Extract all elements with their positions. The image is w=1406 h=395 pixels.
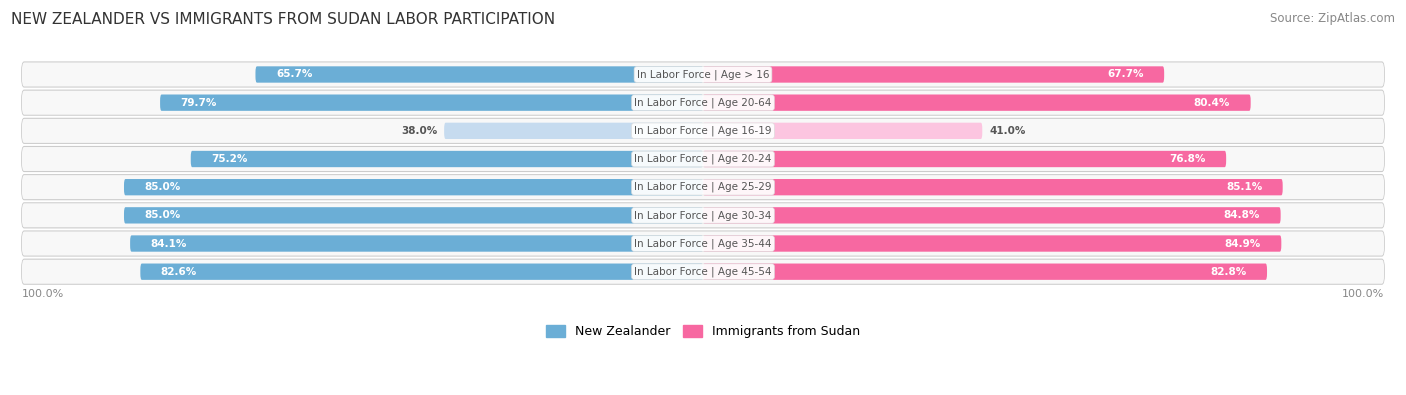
Text: 100.0%: 100.0% xyxy=(22,289,65,299)
FancyBboxPatch shape xyxy=(703,123,983,139)
Text: 85.0%: 85.0% xyxy=(145,182,181,192)
FancyBboxPatch shape xyxy=(703,235,1281,252)
FancyBboxPatch shape xyxy=(22,90,1384,115)
FancyBboxPatch shape xyxy=(22,62,1384,87)
FancyBboxPatch shape xyxy=(703,94,1251,111)
Text: 82.8%: 82.8% xyxy=(1211,267,1247,276)
FancyBboxPatch shape xyxy=(22,91,1384,115)
FancyBboxPatch shape xyxy=(22,119,1384,143)
FancyBboxPatch shape xyxy=(703,66,1164,83)
Text: 85.0%: 85.0% xyxy=(145,211,181,220)
Text: In Labor Force | Age 35-44: In Labor Force | Age 35-44 xyxy=(634,238,772,249)
FancyBboxPatch shape xyxy=(703,179,1282,196)
FancyBboxPatch shape xyxy=(124,179,703,196)
Text: 41.0%: 41.0% xyxy=(988,126,1025,136)
FancyBboxPatch shape xyxy=(160,94,703,111)
FancyBboxPatch shape xyxy=(703,151,1226,167)
Text: 84.9%: 84.9% xyxy=(1225,239,1261,248)
FancyBboxPatch shape xyxy=(22,147,1384,171)
FancyBboxPatch shape xyxy=(22,62,1384,87)
FancyBboxPatch shape xyxy=(141,263,703,280)
FancyBboxPatch shape xyxy=(22,231,1384,256)
Text: In Labor Force | Age 45-54: In Labor Force | Age 45-54 xyxy=(634,267,772,277)
Text: 67.7%: 67.7% xyxy=(1108,70,1143,79)
FancyBboxPatch shape xyxy=(22,231,1384,256)
Text: 85.1%: 85.1% xyxy=(1226,182,1263,192)
Text: 80.4%: 80.4% xyxy=(1194,98,1230,108)
FancyBboxPatch shape xyxy=(124,207,703,224)
Text: 76.8%: 76.8% xyxy=(1170,154,1206,164)
FancyBboxPatch shape xyxy=(256,66,703,83)
FancyBboxPatch shape xyxy=(22,203,1384,228)
FancyBboxPatch shape xyxy=(22,203,1384,228)
Text: In Labor Force | Age 20-64: In Labor Force | Age 20-64 xyxy=(634,98,772,108)
Text: 75.2%: 75.2% xyxy=(211,154,247,164)
FancyBboxPatch shape xyxy=(703,207,1281,224)
Text: 65.7%: 65.7% xyxy=(276,70,312,79)
FancyBboxPatch shape xyxy=(22,259,1384,284)
Text: In Labor Force | Age 16-19: In Labor Force | Age 16-19 xyxy=(634,126,772,136)
FancyBboxPatch shape xyxy=(22,175,1384,199)
FancyBboxPatch shape xyxy=(191,151,703,167)
Text: NEW ZEALANDER VS IMMIGRANTS FROM SUDAN LABOR PARTICIPATION: NEW ZEALANDER VS IMMIGRANTS FROM SUDAN L… xyxy=(11,12,555,27)
FancyBboxPatch shape xyxy=(703,263,1267,280)
Text: Source: ZipAtlas.com: Source: ZipAtlas.com xyxy=(1270,12,1395,25)
Text: 38.0%: 38.0% xyxy=(401,126,437,136)
FancyBboxPatch shape xyxy=(444,123,703,139)
FancyBboxPatch shape xyxy=(22,260,1384,284)
FancyBboxPatch shape xyxy=(131,235,703,252)
Legend: New Zealander, Immigrants from Sudan: New Zealander, Immigrants from Sudan xyxy=(541,320,865,343)
FancyBboxPatch shape xyxy=(22,147,1384,171)
Text: 84.1%: 84.1% xyxy=(150,239,187,248)
FancyBboxPatch shape xyxy=(22,118,1384,143)
Text: In Labor Force | Age 25-29: In Labor Force | Age 25-29 xyxy=(634,182,772,192)
Text: 84.8%: 84.8% xyxy=(1223,211,1260,220)
FancyBboxPatch shape xyxy=(22,175,1384,199)
Text: In Labor Force | Age 20-24: In Labor Force | Age 20-24 xyxy=(634,154,772,164)
Text: 82.6%: 82.6% xyxy=(160,267,197,276)
Text: 79.7%: 79.7% xyxy=(180,98,217,108)
Text: In Labor Force | Age 30-34: In Labor Force | Age 30-34 xyxy=(634,210,772,220)
Text: 100.0%: 100.0% xyxy=(1341,289,1384,299)
Text: In Labor Force | Age > 16: In Labor Force | Age > 16 xyxy=(637,69,769,80)
